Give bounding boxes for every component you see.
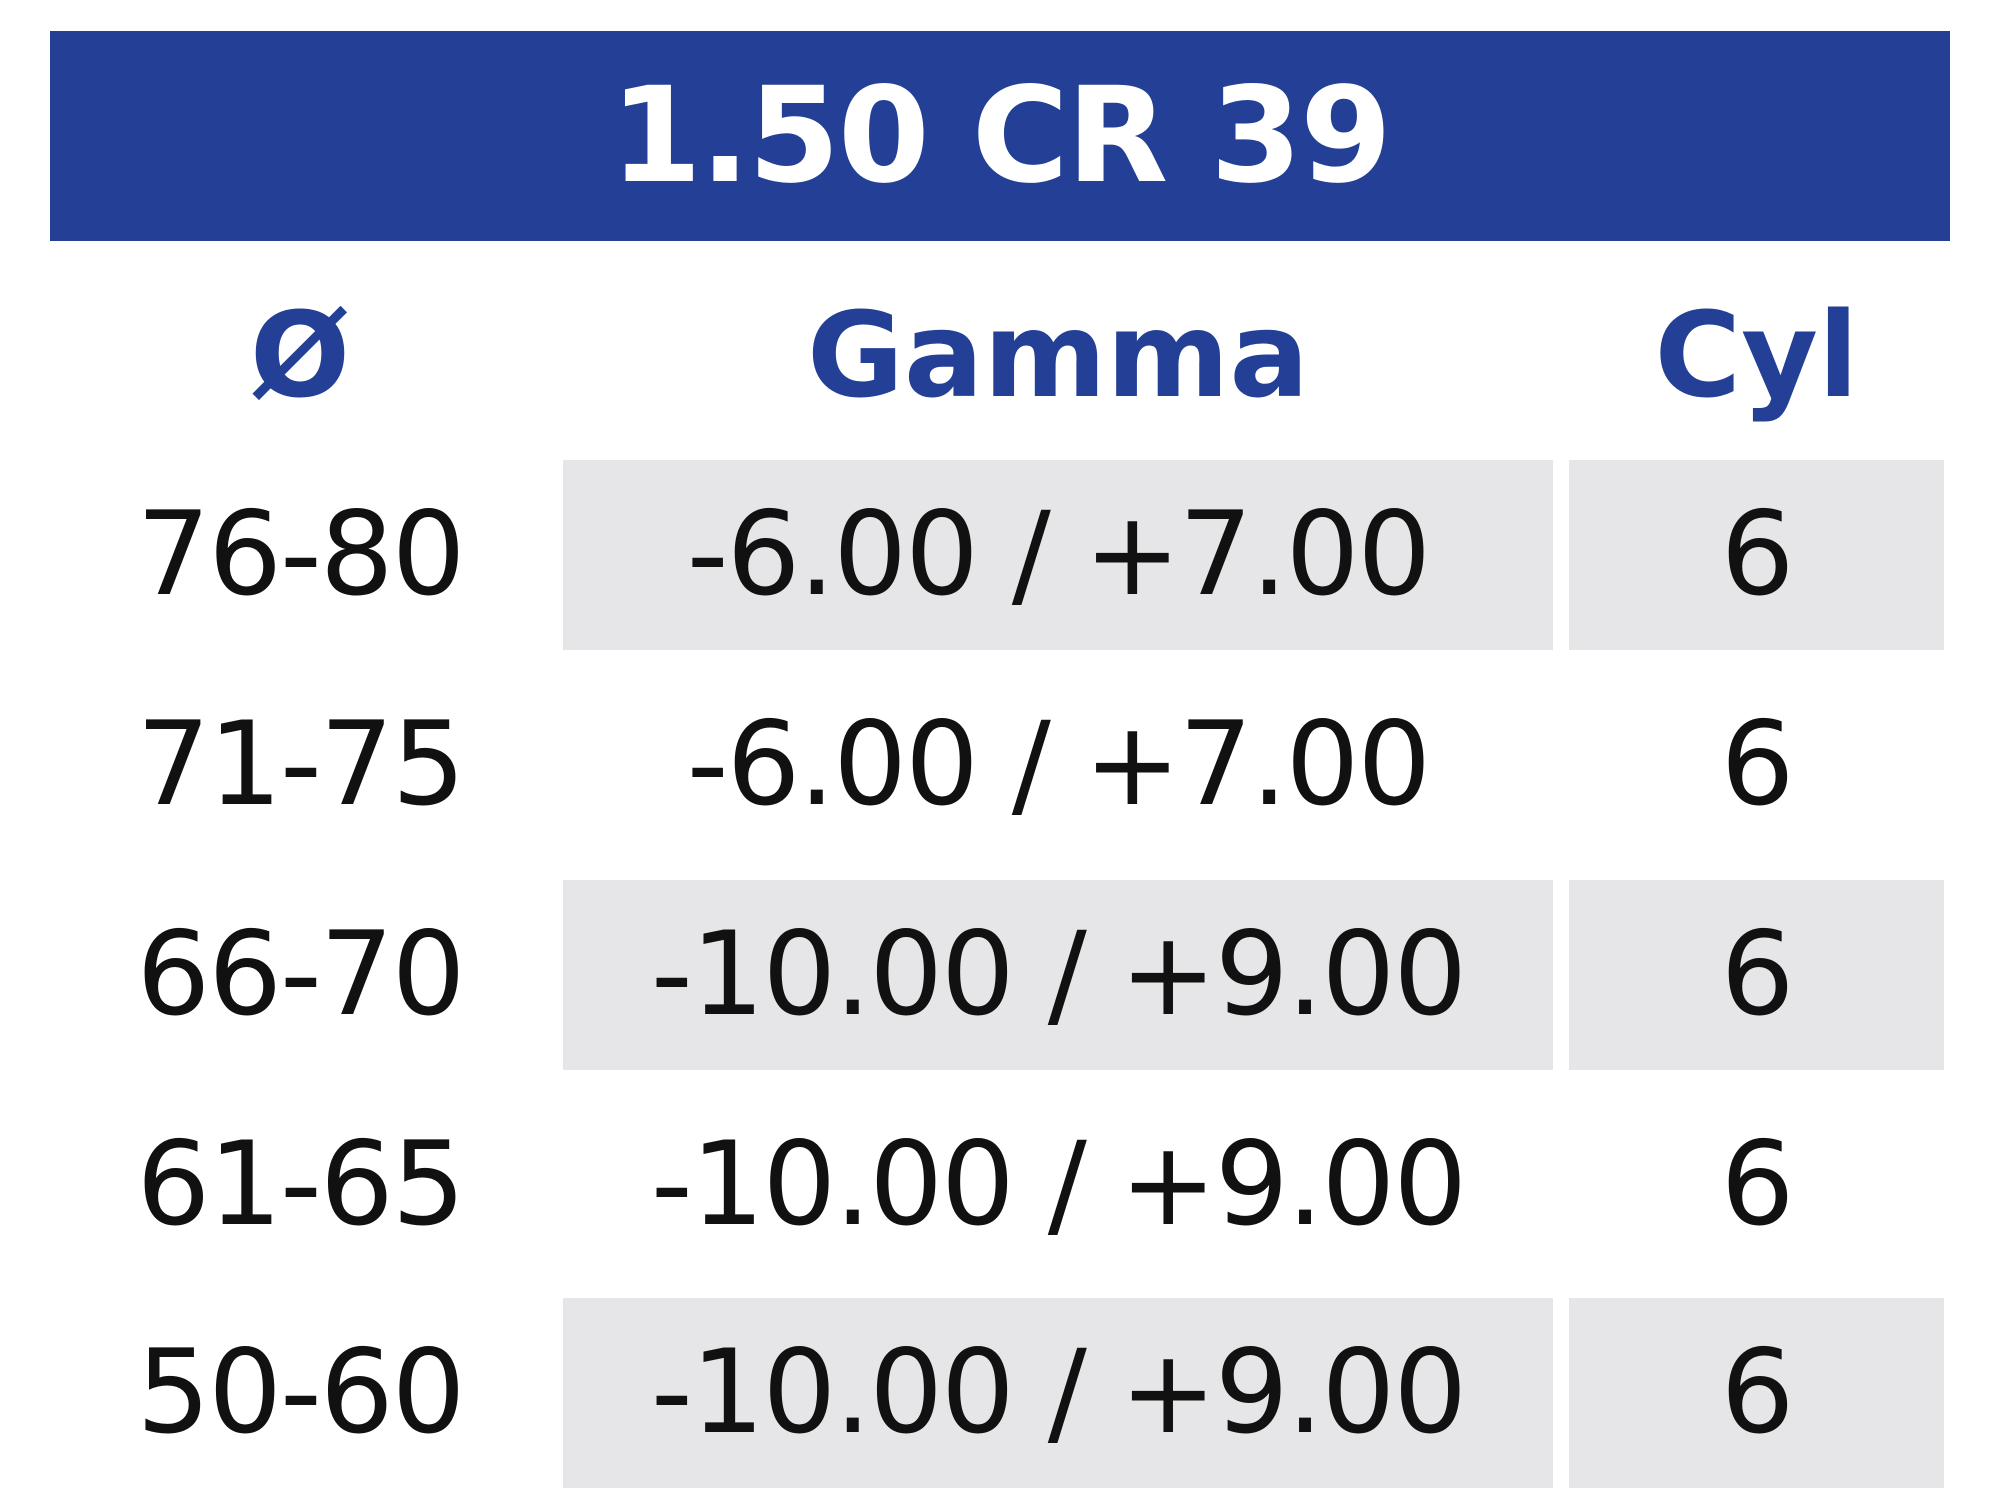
cell-diameter: 66-70 [136, 907, 465, 1042]
table-row: 50-60 -10.00 / +9.00 6 [0, 1298, 2000, 1488]
header-cyl: Cyl [1654, 286, 1859, 424]
header-diameter: Ø [249, 286, 351, 424]
table-row: 71-75 -6.00 / +7.00 6 [0, 670, 2000, 860]
cell-cyl: 6 [1720, 697, 1795, 832]
cell-diameter: 76-80 [136, 487, 465, 622]
header-range: Gamma [806, 286, 1310, 424]
table-row: 76-80 -6.00 / +7.00 6 [0, 460, 2000, 650]
cell-diameter: 71-75 [136, 697, 465, 832]
cell-cyl: 6 [1569, 460, 1944, 650]
table-title: 1.50 CR 39 [610, 59, 1392, 213]
cell-range: -10.00 / +9.00 [650, 1117, 1467, 1252]
cell-cyl: 6 [1569, 880, 1944, 1070]
cell-cyl: 6 [1720, 1117, 1795, 1252]
cell-range: -6.00 / +7.00 [686, 697, 1431, 832]
cell-cyl: 6 [1569, 1298, 1944, 1488]
table-row: 66-70 -10.00 / +9.00 6 [0, 880, 2000, 1070]
cell-diameter: 61-65 [136, 1117, 465, 1252]
cell-diameter: 50-60 [136, 1325, 465, 1460]
title-bar: 1.50 CR 39 [50, 31, 1950, 241]
cell-range: -10.00 / +9.00 [563, 880, 1553, 1070]
table-row: 61-65 -10.00 / +9.00 6 [0, 1090, 2000, 1280]
cell-range: -10.00 / +9.00 [563, 1298, 1553, 1488]
cell-range: -6.00 / +7.00 [563, 460, 1553, 650]
